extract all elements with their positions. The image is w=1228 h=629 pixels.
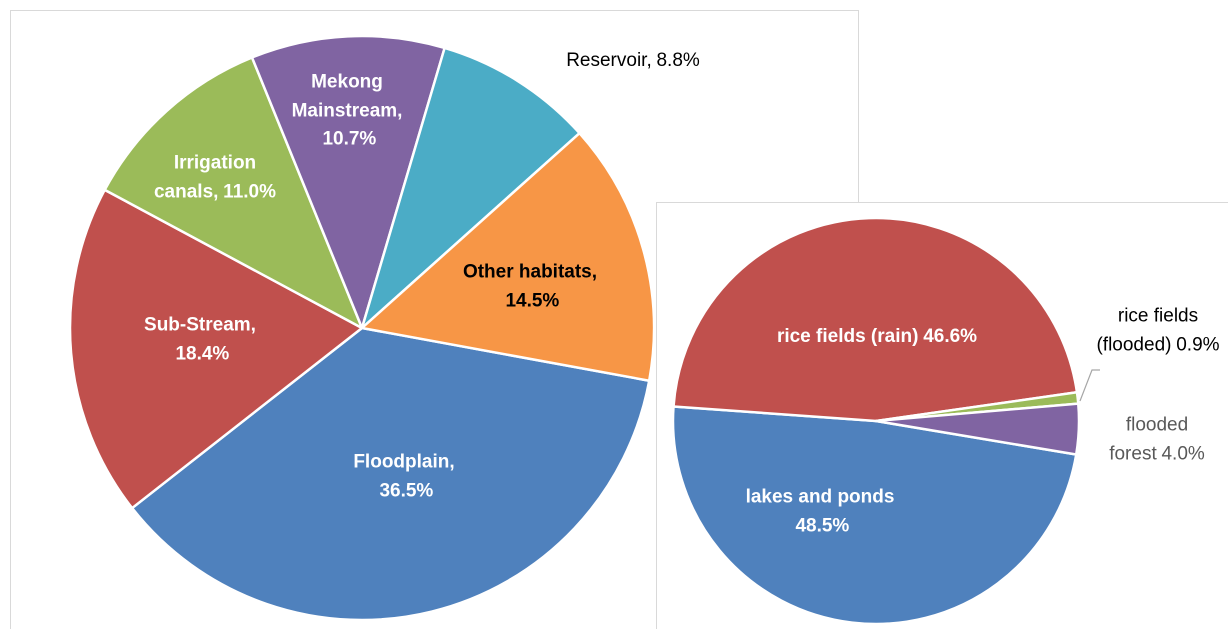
data-label: flooded forest 4.0%: [1102, 412, 1212, 469]
pie-slice: [250, 34, 446, 330]
pie-slice: [360, 131, 656, 382]
leader-line: [1079, 369, 1100, 402]
pie-slice: [671, 405, 1078, 626]
slice-name: Reservoir,: [566, 49, 652, 71]
pie-sub: [671, 216, 1081, 626]
slice-value: 14.5%: [505, 290, 560, 311]
pie-slice: [672, 216, 1079, 423]
slice-value: 10.7%: [322, 128, 377, 150]
slice-value: 36.5%: [379, 480, 434, 501]
data-label: Mekong Mainstream, 10.7%: [282, 68, 412, 154]
slice-name: Irrigation canals,: [153, 152, 257, 203]
data-label: Reservoir, 8.8%: [508, 47, 758, 76]
slice-value: 18.4%: [175, 343, 230, 364]
data-label: Sub-Stream, 18.4%: [135, 312, 265, 369]
slice-value: 0.9%: [1176, 334, 1220, 355]
slice-value: 48.5%: [795, 515, 850, 536]
pie-slice: [874, 402, 1081, 456]
data-label: Irrigation canals, 11.0%: [140, 150, 290, 207]
data-label: rice fields (flooded) 0.9%: [1088, 303, 1228, 360]
pie-slice: [103, 56, 364, 330]
slice-name: Floodplain,: [353, 451, 455, 473]
slice-name: Mekong Mainstream,: [291, 71, 403, 121]
slice-name: lakes and ponds: [745, 486, 895, 508]
pie-slice: [360, 46, 581, 330]
data-label: Floodplain, 36.5%: [329, 449, 479, 506]
slice-name: flooded forest: [1109, 414, 1189, 465]
data-label: lakes and ponds 48.5%: [720, 484, 920, 541]
data-label: rice fields (rain) 46.6%: [767, 323, 987, 352]
slice-value: 46.6%: [923, 325, 978, 347]
slice-name: Other habitats,: [462, 261, 598, 283]
slice-name: Sub-Stream,: [144, 314, 256, 336]
slice-value: 8.8%: [656, 49, 700, 71]
slice-name: rice fields (rain): [776, 325, 919, 347]
pie-slice: [130, 326, 651, 622]
slice-value: 11.0%: [223, 181, 276, 202]
pie-slice: [68, 188, 364, 510]
pie-main: [68, 34, 656, 622]
slice-name: rice fields (flooded): [1096, 305, 1199, 356]
slice-value: 4.0%: [1161, 443, 1205, 464]
data-label: Other habitats, 14.5%: [440, 259, 620, 316]
